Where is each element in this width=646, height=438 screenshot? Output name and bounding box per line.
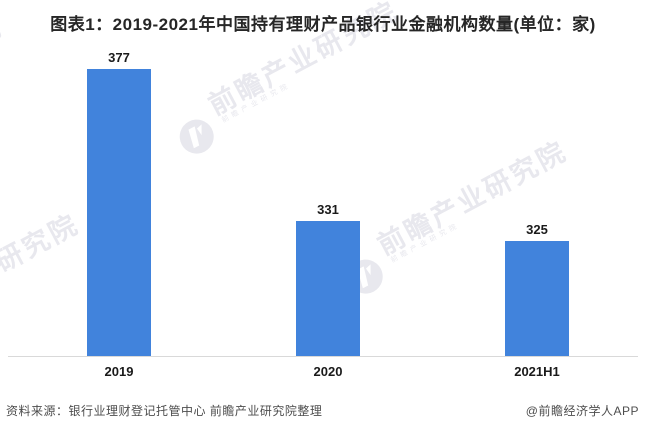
x-axis-line (8, 356, 638, 357)
source-note: 资料来源：银行业理财登记托管中心 前瞻产业研究院整理 (6, 404, 323, 418)
bar-value-label: 325 (526, 222, 548, 237)
bar-value-label: 377 (108, 50, 130, 65)
x-axis-label: 2020 (313, 364, 343, 379)
bar-2019 (87, 69, 151, 356)
bar-value-label: 331 (317, 202, 339, 217)
bar-2020 (296, 221, 360, 356)
x-axis-label: 2019 (104, 364, 134, 379)
bar-2021H1 (505, 241, 569, 356)
x-axis-label: 2021H1 (514, 364, 560, 379)
chart-title: 图表1：2019-2021年中国持有理财产品银行业金融机构数量(单位：家) (50, 15, 596, 34)
credit-note: @前瞻经济学人APP (525, 404, 639, 418)
